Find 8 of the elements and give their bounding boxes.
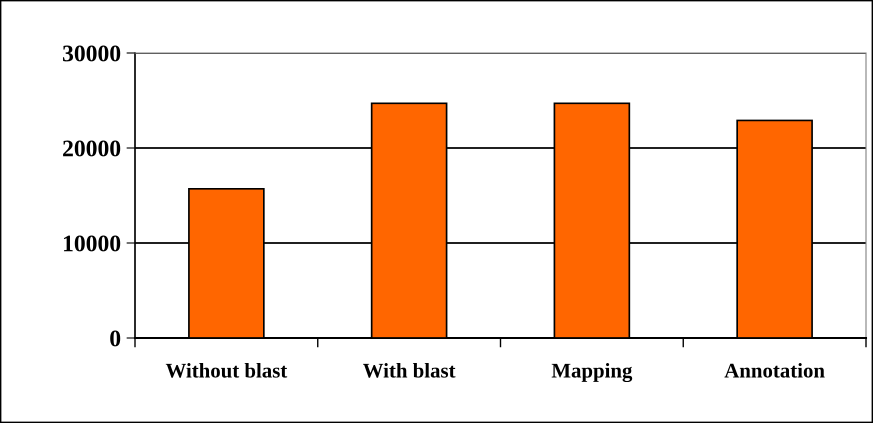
x-tick-label: Mapping <box>552 363 632 382</box>
y-tick-label: 30000 <box>62 45 120 62</box>
y-tick-label: 10000 <box>64 235 120 252</box>
y-tick-label: 20000 <box>63 140 120 156</box>
x-tick-label: Without blast <box>166 363 288 378</box>
y-tick-label: 0 <box>110 330 120 346</box>
x-tick-label: Annotation <box>724 363 825 378</box>
x-tick-label: With blast <box>363 363 456 378</box>
